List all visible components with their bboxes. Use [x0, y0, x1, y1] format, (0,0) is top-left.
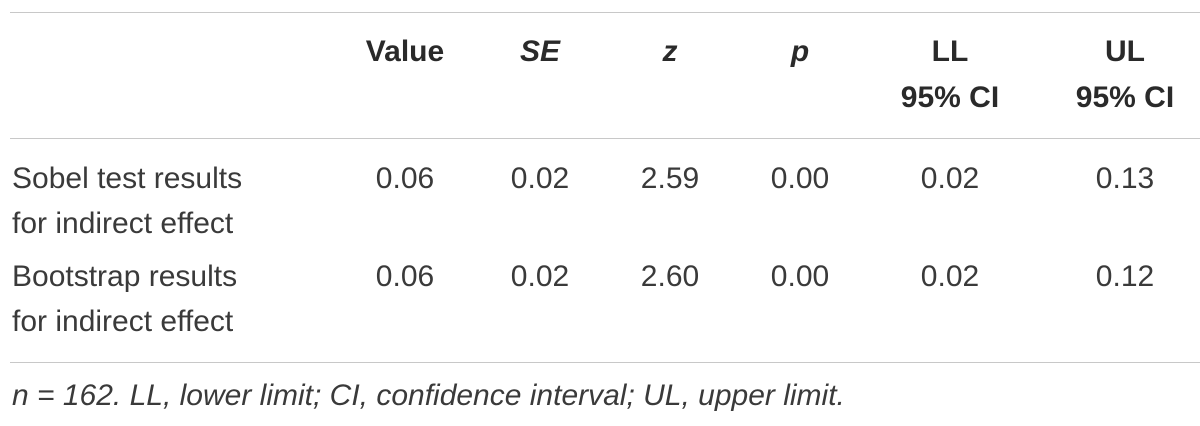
- row-bootstrap-z: 2.60: [640, 260, 700, 293]
- header-p: p: [790, 35, 810, 68]
- header-se: SE: [519, 35, 561, 68]
- row-sobel-p: 0.00: [770, 162, 830, 195]
- table-header-rule: [10, 138, 1200, 139]
- row-sobel-ll: 0.02: [920, 162, 980, 195]
- header-ll: LL: [931, 35, 969, 68]
- row-bootstrap-value: 0.06: [375, 260, 435, 293]
- header-z: z: [662, 35, 678, 68]
- row-bootstrap-ul: 0.12: [1095, 260, 1155, 293]
- header-value: Value: [365, 35, 445, 68]
- row-sobel-z: 2.59: [640, 162, 700, 195]
- row-sobel-value: 0.06: [375, 162, 435, 195]
- table-bottom-rule: [10, 362, 1200, 363]
- row-label-bootstrap-line1: Bootstrap results: [12, 260, 238, 293]
- table-top-rule: [10, 12, 1200, 13]
- row-label-bootstrap-line2: for indirect effect: [12, 305, 234, 338]
- row-bootstrap-se: 0.02: [510, 260, 570, 293]
- table-footnote: n = 162. LL, lower limit; CI, confidence…: [12, 379, 845, 412]
- row-label-sobel-line1: Sobel test results: [12, 162, 243, 195]
- row-sobel-ul: 0.13: [1095, 162, 1155, 195]
- row-bootstrap-ll: 0.02: [920, 260, 980, 293]
- header-ul: UL: [1105, 35, 1145, 68]
- header-ll-ci: 95% CI: [900, 81, 1000, 114]
- row-label-sobel-line2: for indirect effect: [12, 207, 234, 240]
- row-bootstrap-p: 0.00: [770, 260, 830, 293]
- row-sobel-se: 0.02: [510, 162, 570, 195]
- header-ul-ci: 95% CI: [1075, 81, 1175, 114]
